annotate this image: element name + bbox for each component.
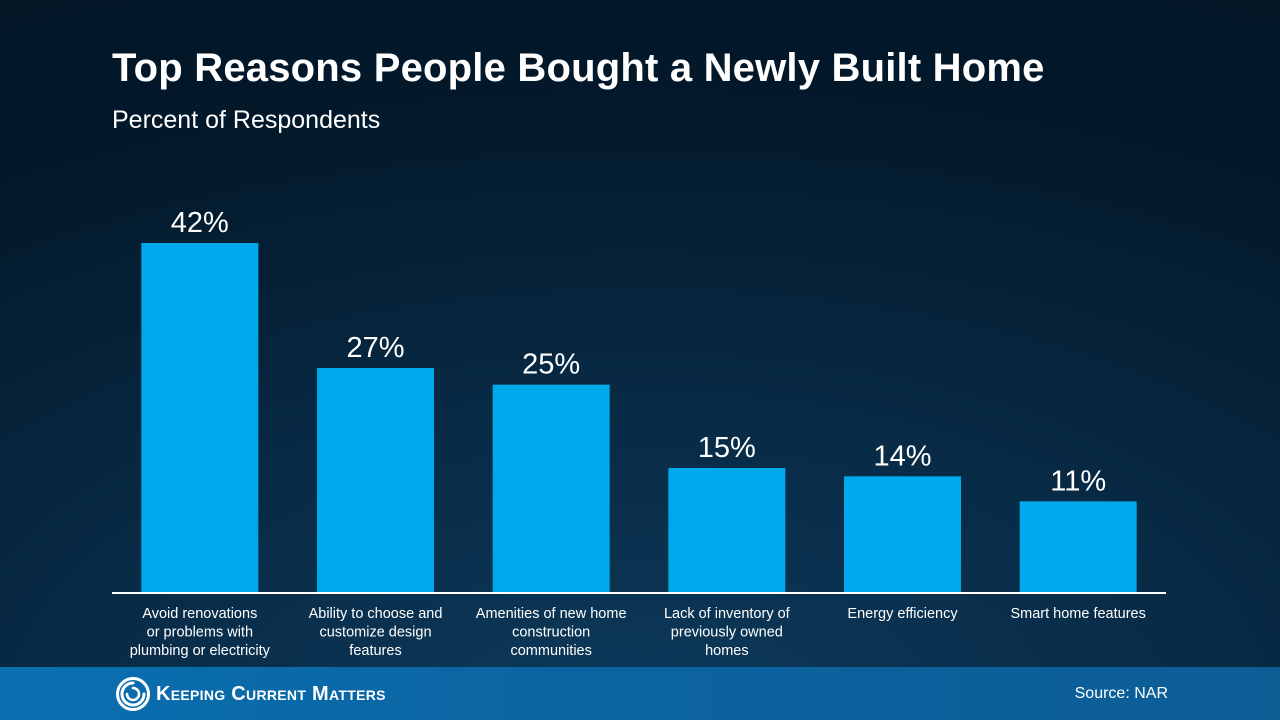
footer-bar: [0, 667, 1280, 720]
kcm-logo-icon: [116, 677, 150, 711]
bar: [317, 368, 434, 593]
bar: [1019, 501, 1137, 593]
source-note: Source: NAR: [1074, 685, 1168, 702]
bar: [492, 384, 610, 593]
chart-subtitle: Percent of Respondents: [112, 106, 381, 134]
bar-value-label: 27%: [346, 332, 404, 364]
category-label: Lack of inventory of previously owned home…: [664, 606, 791, 659]
bar: [141, 243, 259, 593]
bar-value-label: 42%: [171, 207, 229, 239]
category-label: Avoid renovations or problems with plumbin…: [130, 606, 271, 659]
category-label: Amenities of new home construction communi…: [476, 606, 627, 659]
bar-value-label: 15%: [698, 432, 756, 464]
category-label: Smart home features: [1010, 606, 1145, 622]
bar-value-label: 25%: [522, 349, 580, 381]
bar: [668, 468, 786, 593]
category-label: Energy efficiency: [847, 606, 958, 622]
bar: [844, 476, 961, 593]
bar-value-label: 11%: [1050, 465, 1106, 497]
chart-title: Top Reasons People Bought a Newly Built …: [112, 46, 1045, 90]
bar-value-label: 14%: [873, 440, 931, 472]
bar-chart: 42% Avoid renovations or problems with plum…: [130, 207, 1145, 659]
brand-name: Keeping Current Matters: [156, 683, 386, 705]
category-label: Ability to choose and customize design fea…: [309, 606, 443, 659]
